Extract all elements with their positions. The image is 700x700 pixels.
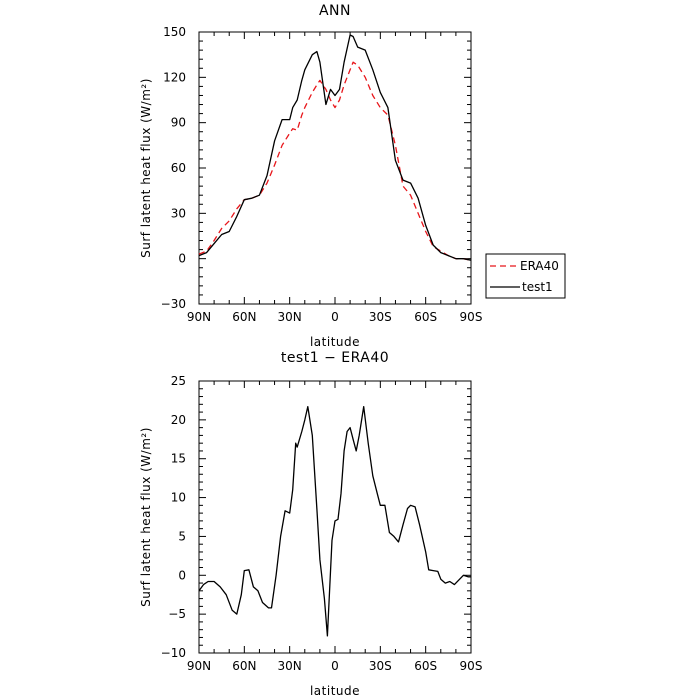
bottom-y-tick-label: −5 xyxy=(168,607,186,621)
bottom-x-axis-title: latitude xyxy=(310,684,360,698)
bottom-x-tick-label: 60S xyxy=(414,659,437,673)
bottom-x-tick-label: 30S xyxy=(369,659,392,673)
top-series-line-test1 xyxy=(198,34,472,261)
legend: ERA40 test1 xyxy=(485,253,566,299)
top-panel-title: ANN xyxy=(319,3,351,19)
bottom-series-lines xyxy=(198,405,471,637)
bottom-y-tick-label: 20 xyxy=(171,413,186,427)
bottom-y-axis-title: Surf latent heat flux (W/m²) xyxy=(139,427,153,607)
top-y-tick-label: 120 xyxy=(163,70,186,84)
bottom-y-tick-label: −10 xyxy=(161,646,186,660)
top-y-tick-label: 90 xyxy=(171,116,186,130)
bottom-y-tick-label: 10 xyxy=(171,491,186,505)
bottom-ticks: 90N 60N 30N 0 30S 60S 90S −10 −5 0 5 10 15 20 25 xyxy=(161,374,483,673)
top-series-lines xyxy=(198,34,472,261)
top-panel-anomaly-comparison: ANN 90N 60N 30N 0 30S 60S 90S−300306090120150 … xyxy=(139,3,566,349)
top-plot-frame xyxy=(198,31,472,305)
top-x-tick-label: 0 xyxy=(331,310,339,324)
bottom-x-tick-label: 0 xyxy=(331,659,339,673)
top-series-line-era40 xyxy=(198,61,472,261)
bottom-panel-difference: test1 − ERA40 90N 60N 30N 0 30S 60S 90S −10 −5 0 5… xyxy=(139,350,482,698)
top-x-tick-label: 30N xyxy=(278,310,302,324)
bottom-panel-title: test1 − ERA40 xyxy=(281,350,389,366)
top-ticks: 90N 60N 30N 0 30S 60S 90S −30 0 30 60 90 120 150 xyxy=(161,25,483,324)
bottom-x-tick-label: 30N xyxy=(278,659,302,673)
legend-label-test1: test1 xyxy=(522,280,553,294)
top-x-tick-label: 90S xyxy=(460,310,483,324)
legend-label-era40: ERA40 xyxy=(520,259,559,273)
top-x-tick-label: 60N xyxy=(232,310,256,324)
top-x-axis-title: latitude xyxy=(310,335,360,349)
top-y-tick-label: −30 xyxy=(161,297,186,311)
bottom-y-tick-label: 25 xyxy=(171,374,186,388)
bottom-x-tick-label: 90N xyxy=(187,659,211,673)
top-x-tick-label: 30S xyxy=(369,310,392,324)
bottom-y-tick-label: 15 xyxy=(171,452,186,466)
top-x-tick-label: 90N xyxy=(187,310,211,324)
bottom-x-tick-label: 60N xyxy=(232,659,256,673)
bottom-plot-frame xyxy=(198,380,472,654)
top-y-tick-label: 150 xyxy=(163,25,186,39)
top-y-tick-label: 0 xyxy=(178,252,186,266)
top-y-tick-label: 60 xyxy=(171,161,186,175)
top-y-tick-label: 30 xyxy=(171,206,186,220)
top-x-tick-label: 60S xyxy=(414,310,437,324)
legend-box xyxy=(485,253,566,299)
bottom-series-line-difference xyxy=(198,405,471,637)
top-y-axis-title: Surf latent heat flux (W/m²) xyxy=(139,78,153,258)
bottom-y-tick-label: 0 xyxy=(178,568,186,582)
bottom-y-tick-label: 5 xyxy=(178,529,186,543)
bottom-x-tick-label: 90S xyxy=(460,659,483,673)
